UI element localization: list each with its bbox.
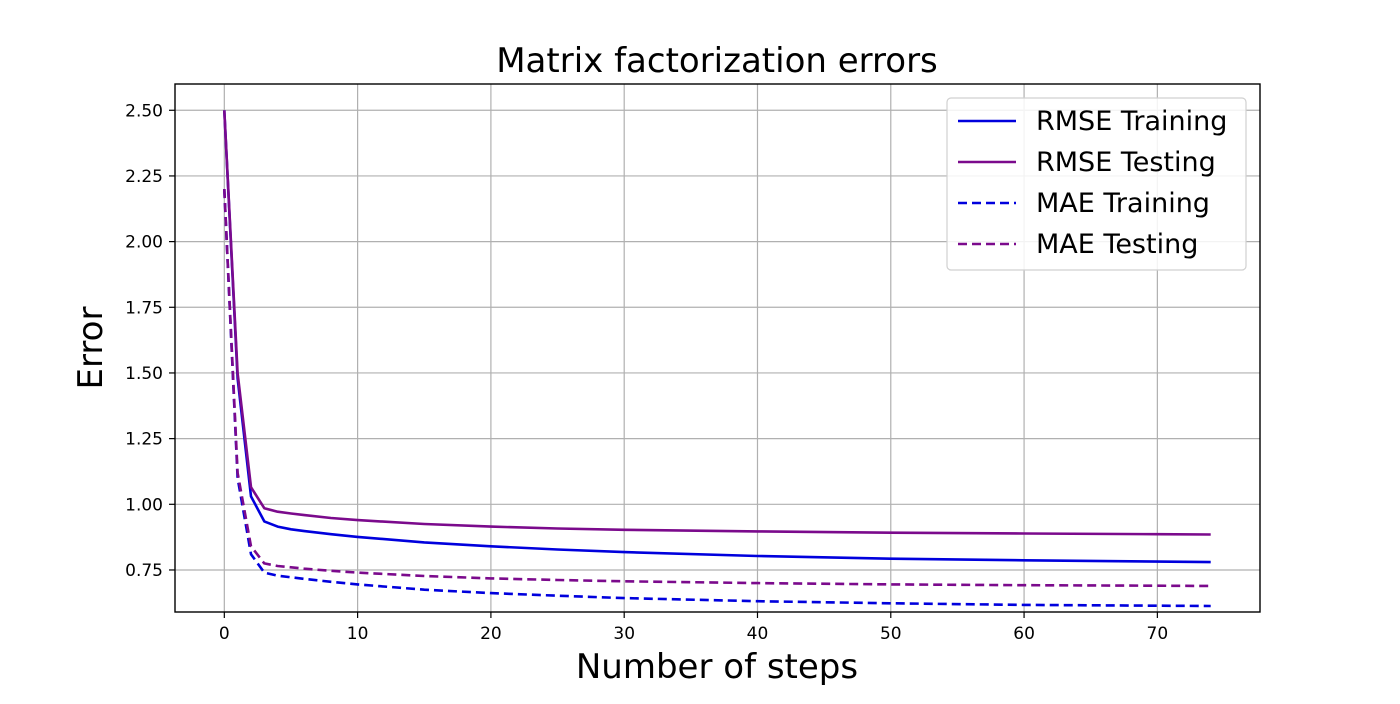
legend-label: RMSE Training — [1036, 106, 1227, 137]
chart-title: Matrix factorization errors — [496, 41, 938, 81]
x-tick-label: 20 — [480, 624, 502, 644]
series-line-rmse-testing — [223, 110, 1211, 536]
series-lines — [223, 110, 1211, 608]
y-tick-label: 0.75 — [125, 561, 163, 581]
series-line-rmse-training — [223, 110, 1211, 564]
x-tick-label: 30 — [613, 624, 635, 644]
x-axis-title: Number of steps — [576, 647, 858, 687]
plot-area-frame — [174, 83, 1261, 613]
x-tick-label: 40 — [747, 624, 769, 644]
legend: RMSE Training RMSE Testing MAE Training MAE… — [946, 97, 1247, 271]
series-line-mae-testing — [223, 189, 1211, 588]
y-tick-label: 2.50 — [125, 101, 163, 121]
axis-ticks: 0 10 20 30 40 50 60 70 0.75 1.00 1.25 1.50 1.75 2.00 2… — [125, 101, 1168, 644]
y-tick-label: 1.00 — [125, 495, 163, 515]
y-tick-label: 1.50 — [125, 364, 163, 384]
x-tick-label: 10 — [347, 624, 369, 644]
y-tick-label: 2.00 — [125, 233, 163, 253]
legend-label: RMSE Testing — [1036, 147, 1216, 178]
legend-label: MAE Testing — [1036, 229, 1198, 260]
y-tick-label: 1.75 — [125, 298, 163, 318]
x-tick-label: 60 — [1013, 624, 1035, 644]
y-axis-title: Error — [71, 307, 111, 390]
x-tick-label: 50 — [880, 624, 902, 644]
y-tick-label: 1.25 — [125, 430, 163, 450]
legend-label: MAE Training — [1036, 188, 1210, 219]
y-tick-label: 2.25 — [125, 167, 163, 187]
legend-box — [946, 97, 1247, 271]
series-line-mae-training — [223, 189, 1211, 608]
x-tick-label: 70 — [1147, 624, 1169, 644]
x-tick-label: 0 — [219, 624, 230, 644]
